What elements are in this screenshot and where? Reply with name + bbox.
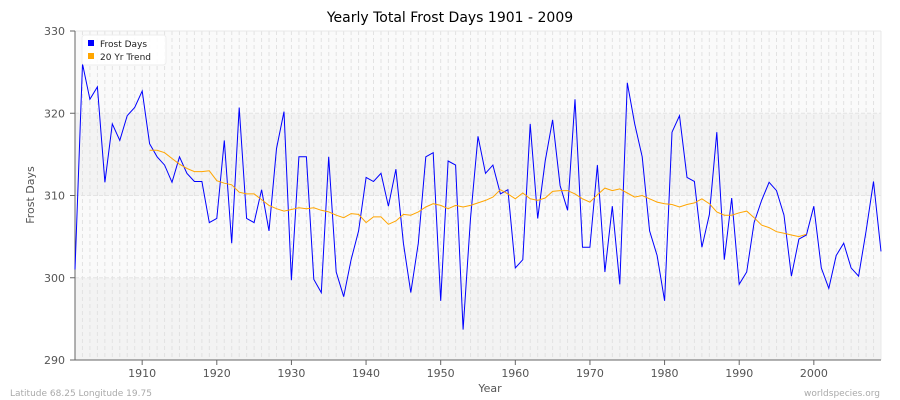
legend-swatch-trend [88, 53, 94, 59]
x-tick-label: 1910 [128, 367, 156, 380]
x-axis-label: Year [477, 382, 502, 395]
grid-band [75, 31, 881, 114]
credit-label: worldspecies.org [804, 389, 880, 399]
legend-swatch-frost-days [88, 40, 94, 46]
y-tick-label: 330 [44, 25, 65, 38]
legend-label-trend: 20 Yr Trend [100, 53, 151, 63]
y-tick-label: 320 [44, 107, 65, 120]
x-tick-label: 1950 [427, 367, 455, 380]
y-tick-label: 290 [44, 354, 65, 367]
trend-line [149, 149, 807, 238]
y-tick-label: 300 [44, 272, 65, 285]
y-tick-label: 310 [44, 190, 65, 203]
x-tick-label: 2000 [800, 367, 828, 380]
y-axis-label: Frost Days [24, 166, 37, 224]
x-tick-label: 1980 [651, 367, 679, 380]
legend-label-frost-days: Frost Days [100, 40, 147, 50]
legend: Frost Days 20 Yr Trend [81, 34, 167, 66]
location-label: Latitude 68.25 Longitude 19.75 [10, 389, 152, 399]
x-tick-label: 1940 [352, 367, 380, 380]
x-tick-label: 1920 [203, 367, 231, 380]
x-tick-label: 1960 [501, 367, 529, 380]
x-tick-label: 1990 [725, 367, 753, 380]
x-tick-label: 1930 [277, 367, 305, 380]
legend-box [81, 34, 167, 66]
x-tick-label: 1970 [576, 367, 604, 380]
frost-days-line [74, 63, 882, 330]
chart-title: Yearly Total Frost Days 1901 - 2009 [326, 10, 573, 26]
